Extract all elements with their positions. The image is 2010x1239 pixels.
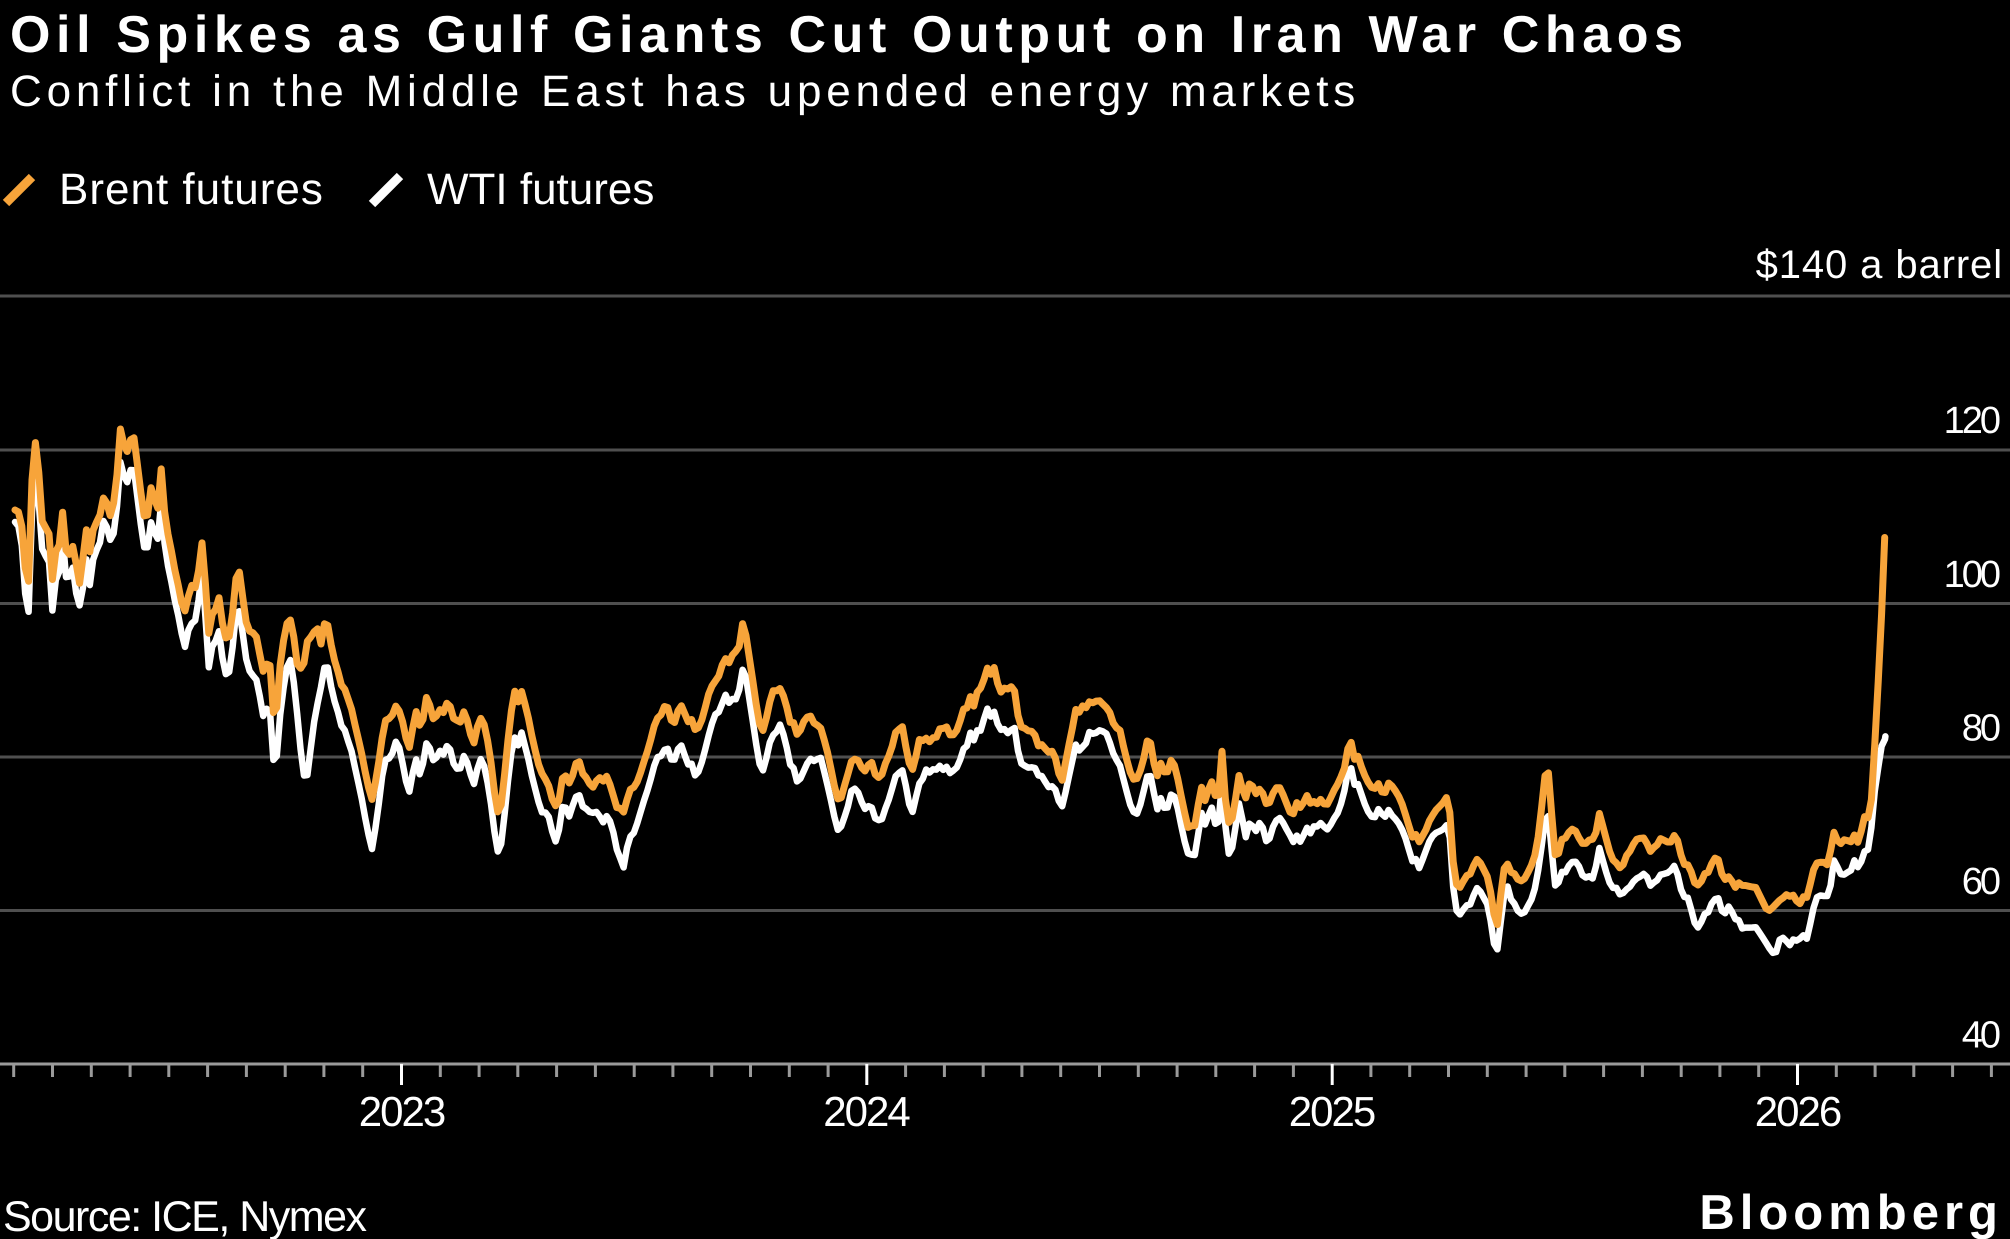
svg-text:40: 40 [1962, 1015, 2000, 1057]
svg-text:Brent futures: Brent futures [59, 165, 324, 214]
svg-text:2026: 2026 [1755, 1088, 1841, 1135]
svg-text:2023: 2023 [359, 1088, 445, 1135]
svg-text:80: 80 [1962, 708, 2000, 750]
svg-text:Bloomberg: Bloomberg [1699, 1186, 2003, 1239]
svg-text:Conflict in the Middle East ha: Conflict in the Middle East has upended … [10, 67, 1360, 116]
svg-text:120: 120 [1944, 400, 2000, 442]
svg-text:Source: ICE, Nymex: Source: ICE, Nymex [3, 1193, 367, 1239]
svg-text:Oil Spikes as Gulf Giants Cut: Oil Spikes as Gulf Giants Cut Output on … [10, 6, 1689, 64]
svg-text:WTI futures: WTI futures [427, 165, 654, 214]
svg-text:2025: 2025 [1289, 1088, 1375, 1135]
svg-text:2024: 2024 [823, 1088, 910, 1135]
svg-text:100: 100 [1944, 554, 2000, 596]
svg-text:$140 a barrel: $140 a barrel [1756, 243, 2003, 287]
svg-text:60: 60 [1962, 861, 2000, 903]
